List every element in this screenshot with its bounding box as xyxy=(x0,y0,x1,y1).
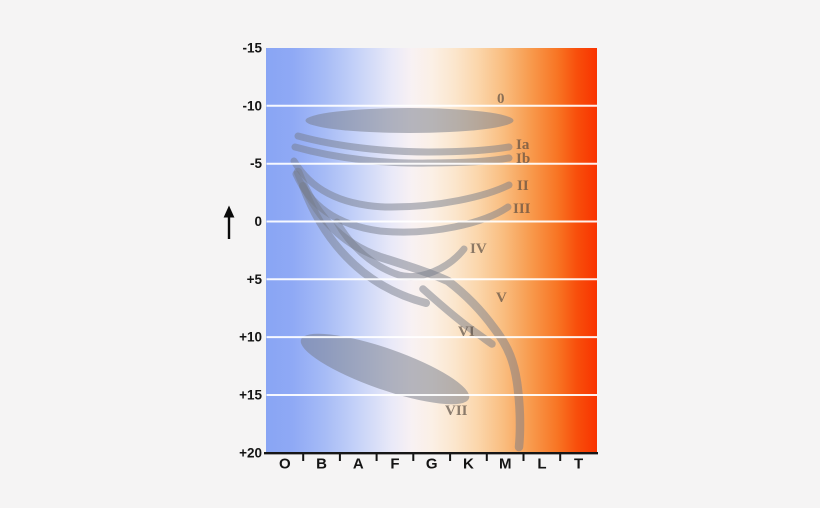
y-tick-label-0: 0 xyxy=(254,214,262,229)
x-axis-category-labels: O B A F G K M L T xyxy=(279,456,583,473)
region-class-VII-white-dwarfs xyxy=(300,333,470,405)
y-axis: -15 -10 -5 0 +5 +10 +15 +20 xyxy=(239,41,262,461)
curve-class-V-main-sequence xyxy=(293,167,525,452)
x-label-L: L xyxy=(537,456,546,473)
curve-class-Ia xyxy=(294,132,513,156)
label-class-IV: IV xyxy=(470,241,487,257)
label-class-II: II xyxy=(517,178,529,194)
y-tick-label-pos20: +20 xyxy=(239,445,262,460)
region-class-0-hypergiants xyxy=(305,108,514,133)
x-label-F: F xyxy=(390,456,399,473)
x-axis-ticks xyxy=(302,453,562,461)
label-class-III: III xyxy=(513,201,531,217)
y-tick-label-pos15: +15 xyxy=(239,388,262,403)
x-label-T: T xyxy=(574,456,583,473)
luminosity-class-shapes xyxy=(290,108,525,452)
curve-class-II xyxy=(290,157,513,211)
brightness-up-arrow-icon xyxy=(223,205,235,239)
x-label-G: G xyxy=(426,456,438,473)
curve-class-VI-subdwarfs xyxy=(419,285,496,348)
curve-main-sequence-lower-branch xyxy=(299,182,430,307)
luminosity-class-labels: 0 Ia Ib II III IV V VI VII xyxy=(445,91,531,419)
magnitude-gridlines xyxy=(266,104,597,396)
label-class-Ib: Ib xyxy=(516,151,530,167)
label-class-VII: VII xyxy=(445,403,468,419)
x-axis: O B A F G K M L T xyxy=(264,452,598,473)
label-class-0: 0 xyxy=(497,91,505,107)
x-label-O: O xyxy=(279,456,291,473)
label-class-Ia: Ia xyxy=(516,137,530,153)
x-label-A: A xyxy=(353,456,364,473)
x-label-B: B xyxy=(316,456,327,473)
y-tick-label-pos5: +5 xyxy=(247,272,263,287)
y-tick-label-neg5: -5 xyxy=(250,156,262,171)
label-class-VI: VI xyxy=(458,324,475,340)
x-label-M: M xyxy=(499,456,512,473)
label-class-V: V xyxy=(496,290,507,306)
y-tick-label-pos10: +10 xyxy=(239,330,262,345)
y-tick-label-neg10: -10 xyxy=(242,98,262,113)
y-tick-label-neg15: -15 xyxy=(242,41,262,56)
x-label-K: K xyxy=(463,456,474,473)
